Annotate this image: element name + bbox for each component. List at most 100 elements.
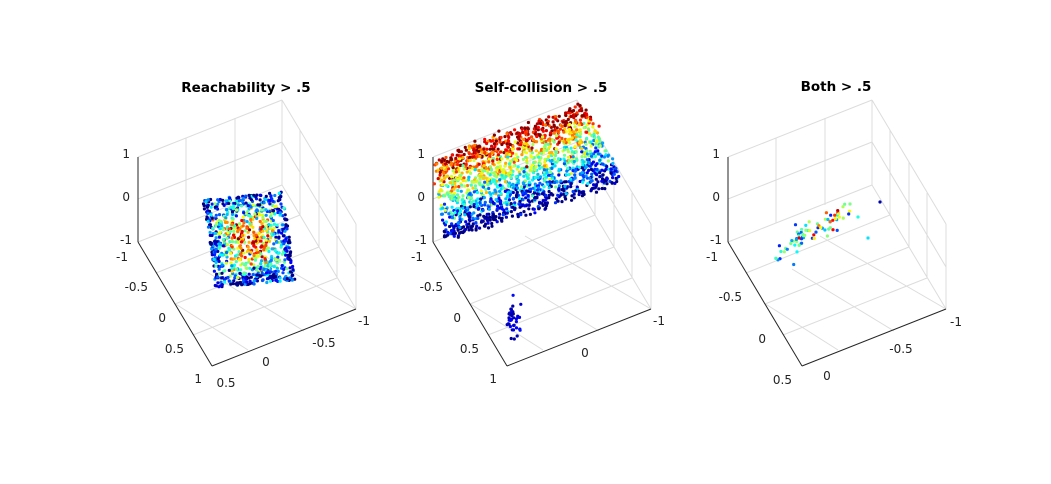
data-point [460, 183, 464, 187]
data-point [470, 224, 474, 228]
data-point [471, 155, 475, 159]
data-point [441, 183, 445, 187]
data-point [473, 139, 477, 143]
data-point [281, 271, 285, 275]
data-point [234, 199, 238, 203]
data-point [597, 124, 601, 128]
data-point [593, 129, 597, 133]
data-point [554, 115, 558, 119]
data-point [482, 176, 486, 181]
data-point [824, 211, 829, 215]
data-point [215, 221, 219, 225]
data-point [477, 168, 481, 173]
y-tick-label: -1 [358, 314, 370, 328]
data-point [509, 171, 513, 175]
data-point [441, 206, 445, 210]
data-point [465, 225, 470, 229]
data-point [467, 214, 471, 218]
data-point [520, 153, 524, 157]
data-point [541, 199, 545, 203]
data-point [542, 173, 546, 177]
x-tick-label: -1 [411, 250, 423, 264]
data-point [230, 267, 234, 271]
data-point [220, 263, 224, 267]
data-point [571, 168, 575, 173]
data-point [244, 201, 248, 205]
data-point [547, 196, 551, 200]
data-point [575, 185, 579, 189]
data-point [482, 169, 486, 173]
data-point [498, 164, 502, 168]
data-point [526, 176, 530, 180]
data-point [241, 215, 245, 219]
data-point [819, 226, 823, 230]
data-point [585, 130, 589, 134]
data-point [545, 171, 549, 175]
data-point [564, 197, 568, 201]
data-point [498, 140, 502, 144]
data-point [878, 200, 882, 204]
data-point [503, 189, 507, 193]
data-point [588, 149, 592, 153]
data-point [276, 255, 280, 259]
data-point [519, 213, 523, 217]
data-point [581, 174, 585, 178]
data-point [277, 230, 281, 234]
data-point [571, 155, 575, 159]
data-point [526, 127, 530, 131]
data-point [269, 270, 273, 274]
data-point [521, 198, 525, 202]
data-point [483, 200, 487, 204]
data-point [458, 217, 462, 222]
data-point [496, 147, 500, 151]
data-point [538, 181, 542, 185]
data-point [527, 183, 532, 187]
tick-labels: 1 0 -1 -1 -0.5 0 0.5 1 0 -1 [411, 147, 665, 386]
data-point [463, 184, 467, 188]
data-point [217, 259, 221, 263]
data-point [255, 273, 259, 277]
data-point [532, 161, 536, 165]
data-point [580, 155, 584, 159]
data-point [444, 220, 448, 224]
data-point [271, 199, 275, 203]
data-point [509, 131, 513, 135]
data-point [543, 123, 547, 127]
data-point [271, 218, 275, 223]
data-point [251, 203, 255, 207]
data-point [794, 237, 799, 242]
panel-both: Both > .5 [706, 79, 962, 387]
data-point [245, 250, 249, 254]
data-point [221, 202, 225, 206]
data-point [242, 221, 246, 225]
data-point [814, 230, 818, 234]
data-point [489, 192, 493, 196]
x-tick-label: 0.5 [165, 342, 184, 356]
data-point [525, 159, 529, 163]
data-point [254, 195, 258, 199]
data-point [589, 154, 594, 158]
data-point [202, 203, 206, 208]
data-point [258, 198, 262, 202]
data-point [260, 208, 264, 212]
data-point [476, 197, 480, 201]
data-point [253, 236, 257, 241]
data-point [493, 144, 497, 149]
data-point [542, 185, 546, 189]
axis-box [432, 157, 652, 367]
data-point [535, 192, 540, 196]
data-point [495, 207, 499, 211]
data-point [260, 278, 265, 283]
data-point [456, 193, 460, 197]
data-point [831, 228, 835, 232]
data-point [486, 171, 490, 175]
data-point [224, 208, 228, 212]
data-point [548, 145, 552, 149]
data-point [522, 210, 526, 214]
data-point [601, 141, 605, 145]
data-point [604, 167, 608, 171]
data-point [567, 173, 571, 177]
data-point [212, 257, 216, 261]
data-point [544, 206, 548, 210]
data-point [269, 232, 274, 236]
